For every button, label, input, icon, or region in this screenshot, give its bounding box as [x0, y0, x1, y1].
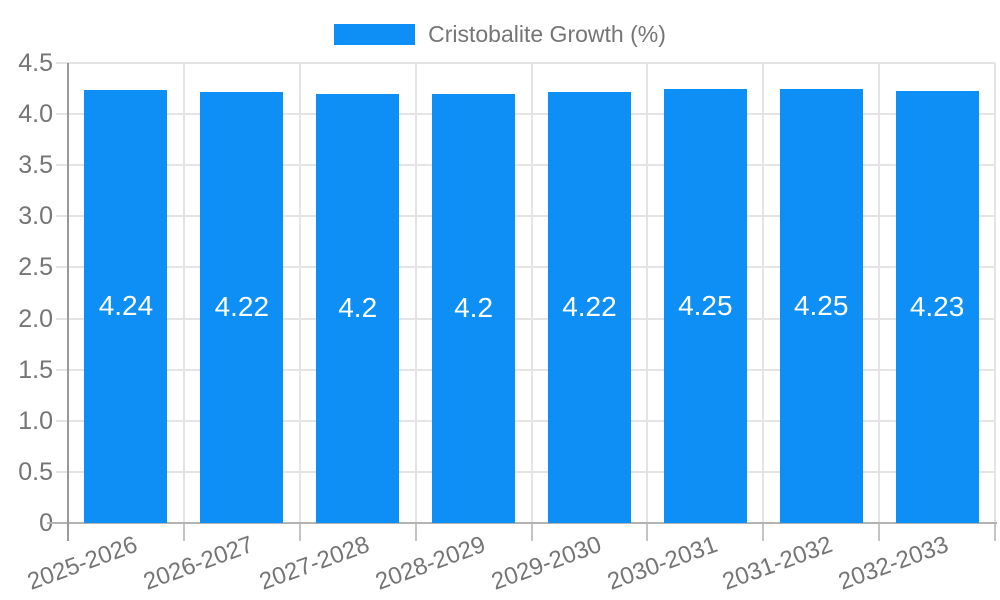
x-axis-tick [878, 524, 881, 541]
x-axis-tick [298, 524, 301, 541]
bar[interactable]: 4.23 [895, 90, 979, 523]
gridline-horizontal [56, 368, 995, 371]
bar-value-label: 4.2 [454, 292, 494, 324]
bar[interactable]: 4.25 [779, 88, 863, 523]
bar-value-label: 4.22 [562, 291, 617, 323]
x-axis-tick [646, 524, 649, 541]
gridline-horizontal [56, 62, 995, 64]
legend[interactable]: Cristobalite Growth (%) [0, 21, 1000, 47]
x-tick-label: 2030-2031 [603, 531, 721, 596]
x-tick-label: 2031-2032 [719, 531, 837, 596]
bar[interactable]: 4.2 [316, 93, 400, 523]
gridline-horizontal [56, 164, 995, 167]
gridline-vertical [878, 63, 881, 523]
x-tick-label: 2026-2027 [139, 531, 258, 596]
x-tick-label: 2027-2028 [255, 531, 373, 596]
bar-value-label: 4.23 [909, 290, 965, 322]
gridline-vertical [530, 63, 533, 523]
gridline-horizontal [56, 470, 995, 473]
bar-value-label: 4.25 [678, 289, 733, 321]
bar[interactable]: 4.2 [432, 93, 516, 523]
gridline-horizontal [56, 266, 995, 269]
x-axis-tick [530, 524, 533, 541]
bar-value-label: 4.22 [214, 291, 270, 323]
y-tick-label: 1.0 [18, 406, 53, 435]
x-tick-label: 2032-2033 [835, 531, 953, 596]
bar[interactable]: 4.22 [200, 91, 284, 523]
gridline-horizontal [56, 215, 995, 218]
bar-value-label: 4.24 [98, 290, 154, 322]
y-axis-line [67, 63, 69, 541]
y-tick-label: 3.5 [18, 151, 53, 180]
y-tick-label: 0 [0, 507, 53, 539]
bar[interactable]: 4.22 [547, 91, 631, 523]
bar-value-label: 4.2 [338, 292, 378, 324]
gridline-vertical [414, 63, 417, 523]
y-tick-label: 0.5 [18, 457, 53, 486]
bar[interactable]: 4.24 [84, 89, 168, 523]
y-tick-label: 2.5 [18, 253, 53, 282]
x-axis-tick [414, 524, 417, 541]
legend-label: Cristobalite Growth (%) [428, 20, 666, 47]
legend-swatch [334, 23, 416, 45]
x-tick-label: 2028-2029 [371, 531, 489, 596]
x-axis-tick [994, 524, 996, 541]
y-tick-label: 2.0 [18, 304, 53, 333]
y-tick-label: 4.0 [18, 100, 53, 129]
gridline-vertical [182, 63, 185, 523]
x-axis-line [47, 522, 997, 524]
y-tick-label: 3.0 [18, 202, 53, 231]
bar-value-label: 4.25 [793, 289, 849, 321]
x-axis-tick [182, 524, 185, 541]
gridline-vertical [646, 63, 649, 523]
gridline-vertical [298, 63, 301, 523]
gridline-vertical [762, 63, 765, 523]
gridline-horizontal [56, 419, 995, 422]
gridline-horizontal [56, 113, 995, 116]
y-tick-label: 4.5 [18, 49, 53, 77]
x-tick-label: 2029-2030 [487, 531, 605, 596]
x-axis-tick [762, 524, 765, 541]
y-tick-label: 1.5 [18, 355, 53, 384]
gridline-vertical [994, 63, 996, 523]
x-tick-label: 2025-2026 [24, 531, 142, 596]
gridline-horizontal [56, 317, 995, 320]
bar[interactable]: 4.25 [663, 88, 747, 523]
